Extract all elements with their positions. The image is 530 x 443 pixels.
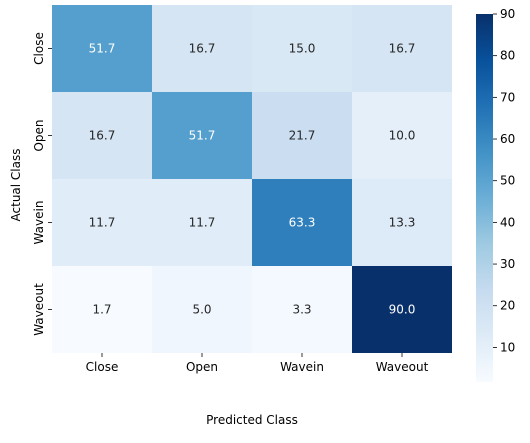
heatmap-cell-labels: 51.7 16.7 15.0 16.7 16.7 51.7 21.7 10.0 11.7 11.7…: [89, 42, 416, 317]
heatmap-cell: [152, 5, 252, 92]
cell-value-label: 11.7: [89, 216, 116, 230]
cell-value-label: 15.0: [289, 42, 316, 56]
cell-value-label: 16.7: [89, 129, 116, 143]
y-axis: Close Open Wavein Waveout: [32, 32, 52, 336]
heatmap-cell: [352, 92, 452, 179]
colorbar-tick-label: 20: [500, 299, 515, 313]
cell-value-label: 5.0: [192, 303, 211, 317]
cell-value-label: 1.7: [92, 303, 111, 317]
x-tick-label: Wavein: [280, 360, 324, 374]
colorbar-tick-label: 10: [500, 340, 515, 354]
heatmap-cell: [252, 92, 352, 179]
heatmap-cells: [52, 5, 452, 353]
x-axis: Close Open Wavein Waveout: [86, 353, 429, 374]
heatmap-cell: [252, 179, 352, 266]
heatmap-cell: [352, 5, 452, 92]
cell-value-label: 10.0: [389, 129, 416, 143]
cell-value-label: 16.7: [189, 42, 216, 56]
cell-value-label: 51.7: [89, 42, 116, 56]
heatmap-cell: [52, 92, 152, 179]
heatmap-cell: [352, 179, 452, 266]
y-tick-label: Close: [32, 32, 46, 65]
colorbar-tick-label: 60: [500, 132, 515, 146]
heatmap-cell: [152, 92, 252, 179]
heatmap-cell: [352, 266, 452, 353]
colorbar-tick-label: 90: [500, 7, 515, 21]
heatmap-cell: [52, 5, 152, 92]
cell-value-label: 51.7: [189, 129, 216, 143]
cell-value-label: 21.7: [289, 129, 316, 143]
cell-value-label: 16.7: [389, 42, 416, 56]
x-tick-label: Close: [86, 360, 119, 374]
heatmap-cell: [152, 179, 252, 266]
cell-value-label: 11.7: [189, 216, 216, 230]
heatmap-cell: [52, 179, 152, 266]
cell-value-label: 3.3: [292, 303, 311, 317]
heatmap-cell: [152, 266, 252, 353]
y-axis-label: Actual Class: [9, 149, 23, 222]
colorbar-tick-label: 50: [500, 174, 515, 188]
x-tick-label: Open: [186, 360, 218, 374]
x-axis-label: Predicted Class: [206, 413, 298, 427]
y-tick-label: Wavein: [32, 201, 46, 245]
heatmap-cell: [252, 266, 352, 353]
colorbar-tick-label: 80: [500, 49, 515, 63]
y-tick-label: Open: [32, 119, 46, 151]
colorbar-tick-label: 40: [500, 215, 515, 229]
cell-value-label: 13.3: [389, 216, 416, 230]
colorbar-tick-label: 70: [500, 90, 515, 104]
heatmap-cell: [252, 5, 352, 92]
y-tick-label: Waveout: [32, 283, 46, 336]
cell-value-label: 90.0: [389, 303, 416, 317]
colorbar-gradient: [476, 14, 493, 382]
cell-value-label: 63.3: [289, 216, 316, 230]
colorbar-tick-label: 30: [500, 257, 515, 271]
heatmap-cell: [52, 266, 152, 353]
x-tick-label: Waveout: [376, 360, 429, 374]
colorbar: 10 20 30 40 50 60 70 80 90: [476, 7, 515, 382]
